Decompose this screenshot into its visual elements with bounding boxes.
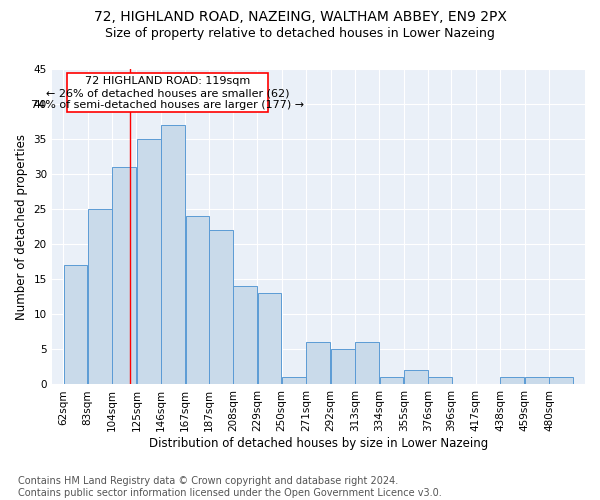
- Text: 74% of semi-detached houses are larger (177) →: 74% of semi-detached houses are larger (…: [31, 100, 304, 110]
- Bar: [331, 350, 355, 384]
- Bar: [67, 72, 268, 112]
- Text: Contains HM Land Registry data © Crown copyright and database right 2024.
Contai: Contains HM Land Registry data © Crown c…: [18, 476, 442, 498]
- Bar: [137, 139, 161, 384]
- Bar: [257, 294, 281, 384]
- Bar: [64, 266, 88, 384]
- Bar: [307, 342, 330, 384]
- Bar: [161, 125, 185, 384]
- Bar: [500, 378, 524, 384]
- Text: 72 HIGHLAND ROAD: 119sqm: 72 HIGHLAND ROAD: 119sqm: [85, 76, 250, 86]
- Bar: [112, 167, 136, 384]
- Bar: [233, 286, 257, 384]
- Bar: [355, 342, 379, 384]
- Bar: [404, 370, 428, 384]
- Text: 72, HIGHLAND ROAD, NAZEING, WALTHAM ABBEY, EN9 2PX: 72, HIGHLAND ROAD, NAZEING, WALTHAM ABBE…: [94, 10, 506, 24]
- Bar: [185, 216, 209, 384]
- Bar: [282, 378, 306, 384]
- Bar: [88, 209, 112, 384]
- X-axis label: Distribution of detached houses by size in Lower Nazeing: Distribution of detached houses by size …: [149, 437, 488, 450]
- Text: ← 26% of detached houses are smaller (62): ← 26% of detached houses are smaller (62…: [46, 88, 289, 99]
- Y-axis label: Number of detached properties: Number of detached properties: [15, 134, 28, 320]
- Text: Size of property relative to detached houses in Lower Nazeing: Size of property relative to detached ho…: [105, 28, 495, 40]
- Bar: [549, 378, 573, 384]
- Bar: [209, 230, 233, 384]
- Bar: [380, 378, 403, 384]
- Bar: [428, 378, 452, 384]
- Bar: [525, 378, 549, 384]
